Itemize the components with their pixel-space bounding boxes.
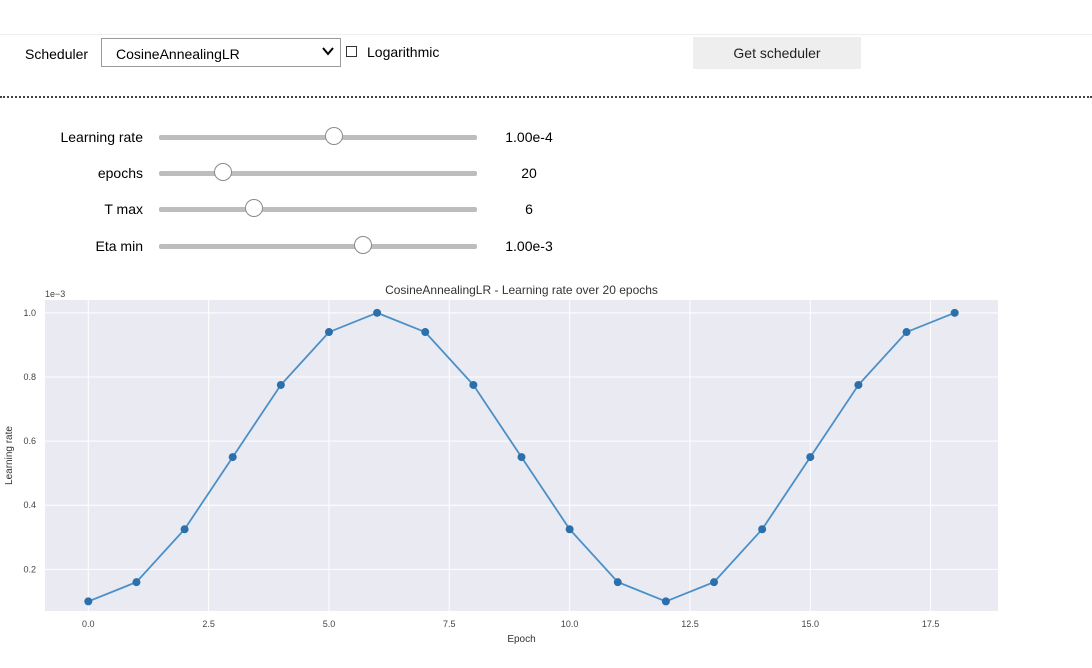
slider-track[interactable]: [159, 244, 477, 249]
divider: [0, 96, 1092, 98]
data-point: [324, 328, 333, 337]
slider-label: T max: [104, 201, 143, 217]
slider-readout: 6: [525, 201, 533, 217]
chevron-down-icon: [322, 47, 334, 56]
y-tick-label: 1.0: [23, 308, 36, 318]
slider-thumb[interactable]: [213, 163, 232, 181]
data-point: [276, 380, 285, 389]
slider-thumb[interactable]: [353, 236, 372, 254]
slider-thumb[interactable]: [245, 199, 264, 217]
axis-offset-label: 1e−3: [45, 289, 65, 299]
data-point: [565, 525, 574, 534]
chart-title: CosineAnnealingLR - Learning rate over 2…: [385, 283, 658, 297]
slider-track[interactable]: [159, 207, 477, 212]
y-tick-label: 0.2: [23, 564, 36, 574]
data-point: [902, 328, 911, 337]
slider-readout: 1.00e-3: [505, 238, 553, 254]
scheduler-label: Scheduler: [25, 46, 89, 62]
x-tick-label: 17.5: [922, 619, 940, 629]
data-point: [469, 380, 478, 389]
slider-eta-min: Eta min 1.00e-3: [0, 231, 1092, 261]
slider-track[interactable]: [159, 171, 477, 176]
logarithmic-checkbox[interactable]: [346, 46, 357, 57]
top-bar: [0, 0, 1092, 35]
y-tick-label: 0.4: [23, 500, 36, 510]
data-point: [661, 597, 670, 606]
x-tick-label: 5.0: [323, 619, 336, 629]
y-axis-label: Learning rate: [4, 426, 15, 485]
slider-label: Learning rate: [60, 129, 143, 145]
scheduler-select[interactable]: CosineAnnealingLR: [101, 38, 341, 67]
data-point: [180, 525, 189, 534]
data-point: [710, 578, 719, 587]
data-point: [613, 578, 622, 587]
y-tick-label: 0.8: [23, 372, 36, 382]
data-point: [950, 308, 959, 317]
x-axis-label: Epoch: [507, 634, 535, 645]
slider-epochs: epochs 20: [0, 158, 1092, 188]
logarithmic-label: Logarithmic: [367, 44, 440, 60]
data-point: [421, 328, 430, 337]
slider-label: epochs: [97, 165, 143, 181]
slider-thumb[interactable]: [324, 127, 343, 145]
slider-readout: 1.00e-4: [505, 129, 553, 145]
data-point: [854, 380, 863, 389]
learning-rate-chart: 0.0 2.5 5.0 7.5 10.0 12.5 15.0 17.5 0.2 0.4 0.6 0.8…: [4, 283, 998, 645]
x-tick-label: 10.0: [561, 619, 579, 629]
x-tick-label: 2.5: [202, 619, 215, 629]
slider-t-max: T max 6: [0, 194, 1092, 224]
get-scheduler-button[interactable]: Get scheduler: [693, 37, 861, 69]
x-tick-label: 7.5: [443, 619, 456, 629]
slider-label: Eta min: [95, 238, 143, 254]
data-point: [517, 453, 526, 462]
slider-learning-rate: Learning rate 1.00e-4: [0, 122, 1092, 152]
data-point: [373, 308, 382, 317]
data-point: [758, 525, 767, 534]
data-point: [132, 578, 141, 587]
x-tick-label: 0.0: [82, 619, 95, 629]
data-point: [84, 597, 93, 606]
slider-readout: 20: [521, 165, 537, 181]
y-tick-label: 0.6: [23, 436, 36, 446]
scheduler-select-value: CosineAnnealingLR: [116, 46, 240, 62]
slider-track[interactable]: [159, 135, 477, 140]
x-tick-label: 12.5: [681, 619, 699, 629]
data-point: [228, 453, 237, 462]
data-point: [806, 453, 815, 462]
scheduler-controls: Scheduler CosineAnnealingLR Logarithmic …: [0, 36, 1092, 70]
x-tick-label: 15.0: [802, 619, 820, 629]
